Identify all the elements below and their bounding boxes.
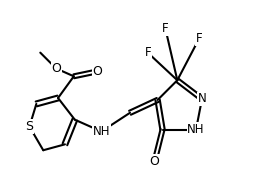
Text: O: O xyxy=(51,62,61,75)
Text: F: F xyxy=(145,46,151,59)
Text: N: N xyxy=(198,92,206,105)
Text: F: F xyxy=(196,32,202,45)
Text: O: O xyxy=(150,155,160,168)
Text: NH: NH xyxy=(187,123,205,136)
Text: S: S xyxy=(25,120,34,133)
Text: NH: NH xyxy=(93,125,110,138)
Text: F: F xyxy=(162,22,169,35)
Text: O: O xyxy=(93,65,102,78)
